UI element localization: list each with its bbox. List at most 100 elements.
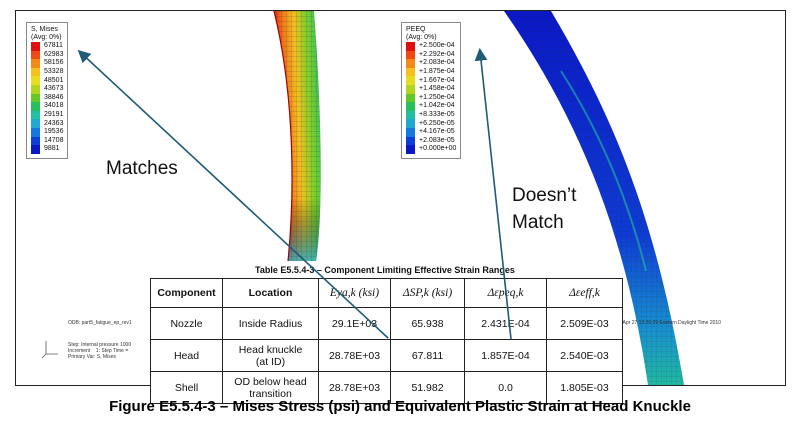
legend-entry: +2.083e-04 bbox=[406, 59, 456, 68]
header-delta-peq-text: Δεpeq,k bbox=[487, 287, 524, 299]
legend-entry: 34018 bbox=[31, 102, 63, 111]
legend-swatch bbox=[406, 59, 415, 68]
cell-delta-eff: 1.805E-03 bbox=[546, 371, 623, 404]
header-delta-sp: ΔSP,k (ksi) bbox=[390, 278, 465, 308]
table-row: Nozzle Inside Radius 29.1E+03 65.938 2.4… bbox=[150, 307, 623, 340]
legend-entry: 67811 bbox=[31, 42, 63, 51]
legend-swatch bbox=[406, 145, 415, 154]
legend-value: +1.875e-04 bbox=[419, 68, 455, 76]
header-delta-eff: Δεeff,k bbox=[546, 278, 623, 308]
legend-value: 24363 bbox=[44, 119, 64, 127]
cell-eya: 28.78E+03 bbox=[318, 339, 391, 372]
table-header-row: Component Location Eya,k (ksi) ΔSP,k (ks… bbox=[150, 278, 623, 308]
doesnt-match-annotation-line1: Doesn’t bbox=[512, 185, 577, 206]
peeq-contour-shell bbox=[504, 11, 684, 385]
legend-value: +1.667e-04 bbox=[419, 76, 455, 84]
legend-entry: +2.292e-04 bbox=[406, 50, 456, 60]
legend-entry: 58156 bbox=[31, 59, 63, 68]
legend-value: 43673 bbox=[44, 85, 64, 93]
cell-delta-sp: 65.938 bbox=[390, 307, 465, 340]
legend-entry: +6.250e-05 bbox=[406, 119, 456, 128]
legend-swatch bbox=[31, 84, 40, 94]
legend-swatch bbox=[406, 110, 415, 120]
legend-value: +8.333e-05 bbox=[419, 111, 455, 119]
legend-value: 53328 bbox=[44, 68, 64, 76]
legend-value: +2.500e-04 bbox=[419, 42, 455, 50]
legend-value: +2.292e-04 bbox=[419, 50, 455, 58]
legend-value: 9881 bbox=[44, 145, 60, 153]
cell-location: Inside Radius bbox=[222, 307, 319, 340]
legend-entry: +2.083e-05 bbox=[406, 136, 456, 146]
peeq-legend-rows: +2.500e-04 +2.292e-04 +2.083e-04 +1.875e-04… bbox=[406, 42, 456, 154]
legend-entry: 29191 bbox=[31, 110, 64, 120]
cell-delta-peq: 1.857E-04 bbox=[464, 339, 547, 372]
legend-entry: +8.333e-05 bbox=[406, 110, 456, 120]
legend-value: 58156 bbox=[44, 59, 64, 67]
legend-swatch bbox=[31, 102, 40, 111]
legend-swatch bbox=[406, 67, 415, 77]
legend-swatch bbox=[406, 42, 415, 51]
legend-entry: 19536 bbox=[31, 127, 64, 137]
legend-swatch bbox=[406, 136, 415, 146]
legend-entry: +1.667e-04 bbox=[406, 76, 456, 85]
legend-swatch bbox=[406, 76, 415, 85]
header-delta-eff-text: Δεeff,k bbox=[569, 287, 600, 299]
legend-value: 29191 bbox=[44, 111, 64, 119]
mises-legend: S, Mises (Avg: 0%) 67811 62983 58156 53328 4… bbox=[26, 22, 69, 159]
mises-legend-subtitle: (Avg: 0%) bbox=[31, 34, 62, 41]
legend-swatch bbox=[406, 84, 415, 94]
legend-value: +2.083e-05 bbox=[419, 136, 455, 144]
legend-value: +1.250e-04 bbox=[419, 93, 455, 101]
legend-swatch bbox=[406, 93, 415, 103]
legend-value: 62983 bbox=[44, 50, 64, 58]
legend-swatch bbox=[406, 50, 415, 60]
cell-delta-peq: 0.0 bbox=[464, 371, 547, 404]
legend-swatch bbox=[31, 59, 40, 68]
legend-swatch bbox=[31, 67, 40, 77]
legend-swatch bbox=[406, 127, 415, 137]
peeq-legend-subtitle: (Avg: 0%) bbox=[406, 34, 437, 41]
legend-swatch bbox=[31, 76, 40, 85]
legend-swatch bbox=[31, 50, 40, 60]
axis-triad bbox=[41, 341, 58, 359]
legend-value: +2.083e-04 bbox=[419, 59, 455, 67]
cell-delta-sp: 67.811 bbox=[390, 339, 465, 372]
legend-value: 19536 bbox=[44, 128, 64, 136]
legend-swatch bbox=[31, 145, 40, 154]
header-location: Location bbox=[222, 278, 319, 308]
header-eya: Eya,k (ksi) bbox=[318, 278, 391, 308]
legend-entry: +1.458e-04 bbox=[406, 84, 456, 94]
legend-entry: 53328 bbox=[31, 67, 64, 77]
odb-label: ODB: part5_fatigue_ep_rev1 bbox=[68, 320, 132, 326]
legend-entry: 24363 bbox=[31, 119, 63, 128]
legend-entry: 38846 bbox=[31, 93, 63, 103]
cell-component: Nozzle bbox=[150, 307, 223, 340]
legend-entry: 14708 bbox=[31, 136, 64, 146]
legend-value: +4.167e-05 bbox=[419, 128, 455, 136]
step-info: Step: Internal pressure 1000 Increment 1… bbox=[68, 342, 132, 360]
legend-value: 14708 bbox=[44, 136, 64, 144]
header-delta-sp-text: ΔSP,k (ksi) bbox=[402, 287, 453, 299]
table-row: Shell OD below head transition 28.78E+03… bbox=[150, 371, 623, 404]
legend-entry: 9881 bbox=[31, 145, 63, 154]
legend-entry: +1.250e-04 bbox=[406, 93, 456, 103]
cell-delta-eff: 2.540E-03 bbox=[546, 339, 623, 372]
legend-value: 34018 bbox=[44, 102, 64, 110]
legend-value: +1.042e-04 bbox=[419, 102, 455, 110]
header-eya-text: Eya,k (ksi) bbox=[329, 287, 380, 299]
table-title: Table E5.5.4-3 – Component Limiting Effe… bbox=[255, 265, 515, 275]
legend-swatch bbox=[31, 110, 40, 120]
legend-swatch bbox=[31, 127, 40, 137]
header-component: Component bbox=[150, 278, 223, 308]
legend-value: 67811 bbox=[44, 42, 63, 50]
mises-legend-rows: 67811 62983 58156 53328 48501 43673 38846 34018… bbox=[31, 42, 63, 154]
strain-range-table: Component Location Eya,k (ksi) ΔSP,k (ks… bbox=[150, 278, 623, 404]
legend-value: +6.250e-05 bbox=[419, 119, 455, 127]
mises-contour-shell bbox=[273, 11, 321, 262]
legend-entry: +1.875e-04 bbox=[406, 67, 456, 77]
cell-eya: 28.78E+03 bbox=[318, 371, 391, 404]
cell-delta-eff: 2.509E-03 bbox=[546, 307, 623, 340]
timestamp-label: Tue Apr 27 13:20:29 Eastern Daylight Tim… bbox=[613, 320, 721, 326]
cell-delta-peq: 2.431E-04 bbox=[464, 307, 547, 340]
legend-value: +0.000e+00 bbox=[419, 145, 457, 153]
